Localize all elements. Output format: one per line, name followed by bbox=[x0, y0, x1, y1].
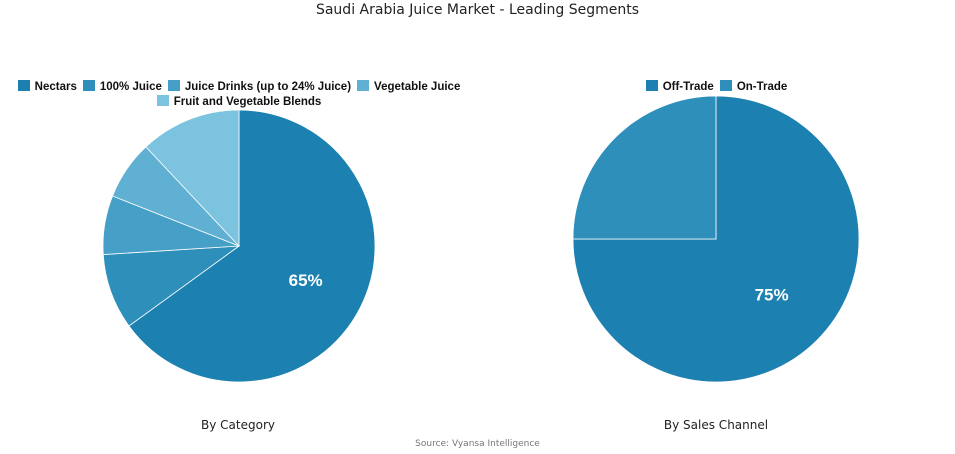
sales-channel-pie: 75% bbox=[572, 95, 860, 383]
legend-label: Nectars bbox=[34, 81, 77, 93]
legend-label: On-Trade bbox=[736, 81, 788, 93]
source-note: Source: Vyansa Intelligence bbox=[415, 439, 540, 449]
category-legend-item-fruit-and-vegetable-blends: Fruit and Vegetable Blends bbox=[156, 95, 322, 110]
category-legend-item-vegetable-juice: Vegetable Juice bbox=[357, 80, 460, 95]
sales-channel-legend-item-on-trade: On-Trade bbox=[719, 80, 788, 95]
sales-channel-slice-on-trade bbox=[572, 95, 717, 240]
category-pie: 65% bbox=[102, 109, 376, 383]
sales-channel-slice-label-off-trade: 75% bbox=[755, 286, 789, 305]
legend-swatch bbox=[82, 80, 95, 91]
legend-swatch bbox=[167, 80, 180, 91]
category-legend-item-nectars: Nectars bbox=[17, 80, 77, 95]
category-pie-title: By Category bbox=[201, 418, 275, 432]
legend-swatch bbox=[357, 80, 370, 91]
legend-swatch bbox=[719, 80, 732, 91]
sales-channel-legend-item-off-trade: Off-Trade bbox=[645, 80, 714, 95]
legend-label: 100% Juice bbox=[99, 81, 162, 93]
legend-label: Off-Trade bbox=[662, 81, 714, 93]
category-slice-fruit-and-vegetable-blends bbox=[145, 109, 240, 248]
category-legend: Nectars 100% Juice Juice Drinks (up to 24%… bbox=[0, 80, 478, 110]
legend-swatch bbox=[17, 80, 30, 91]
category-legend-item-juice-drinks-up-to-24-juice: Juice Drinks (up to 24% Juice) bbox=[167, 80, 352, 95]
sales-channel-slice-off-trade bbox=[572, 95, 860, 383]
category-legend-item-100-juice: 100% Juice bbox=[82, 80, 162, 95]
category-slice-nectars bbox=[128, 109, 376, 383]
legend-label: Vegetable Juice bbox=[374, 81, 461, 93]
sales-channel-legend: Off-Trade On-Trade bbox=[478, 80, 955, 95]
sales-channel-pie-title: By Sales Channel bbox=[663, 418, 769, 432]
chart-title: Saudi Arabia Juice Market - Leading Segm… bbox=[315, 2, 640, 18]
category-slice-label-nectars: 65% bbox=[289, 271, 323, 290]
legend-swatch bbox=[645, 80, 658, 91]
legend-label: Fruit and Vegetable Blends bbox=[173, 96, 322, 108]
legend-swatch bbox=[156, 95, 169, 106]
legend-label: Juice Drinks (up to 24% Juice) bbox=[184, 81, 352, 93]
